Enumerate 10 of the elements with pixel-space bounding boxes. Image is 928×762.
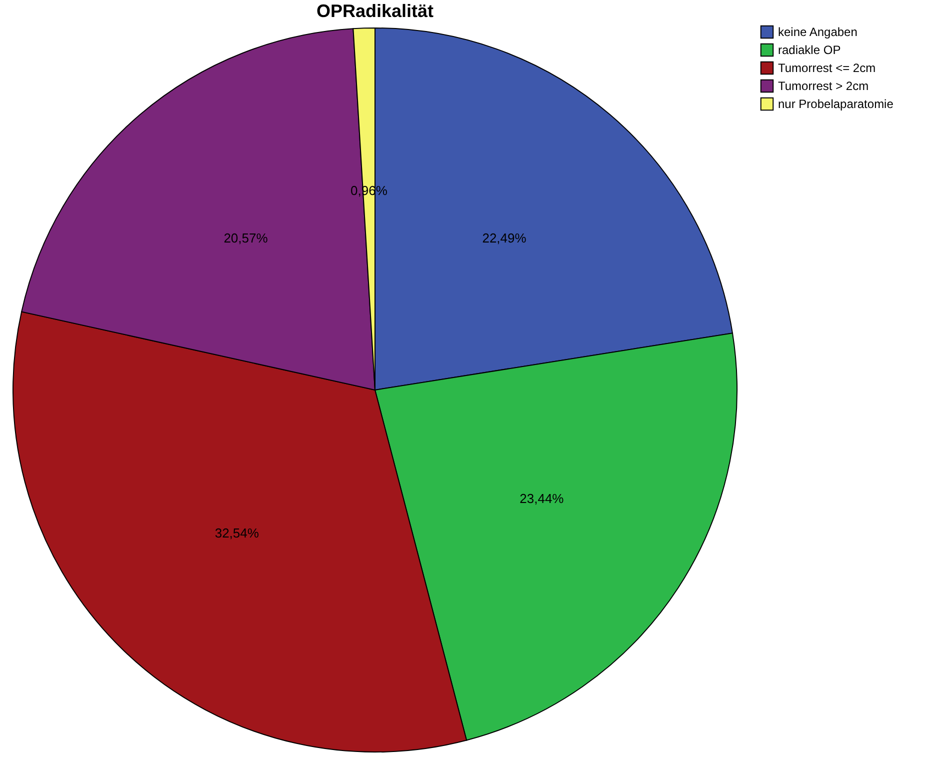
legend-label: nur Probelaparatomie [778,97,894,111]
legend-label: radiakle OP [778,43,841,57]
legend-label: Tumorrest > 2cm [778,79,869,93]
data-label: 22,49% [482,230,527,246]
legend-label: keine Angaben [778,25,858,39]
data-label: 23,44% [520,490,564,506]
data-label: 32,54% [214,525,260,540]
data-label: 20,57% [224,230,268,246]
chart-title: OPRadikalität [316,1,434,21]
legend-label: Tumorrest <= 2cm [778,61,876,75]
